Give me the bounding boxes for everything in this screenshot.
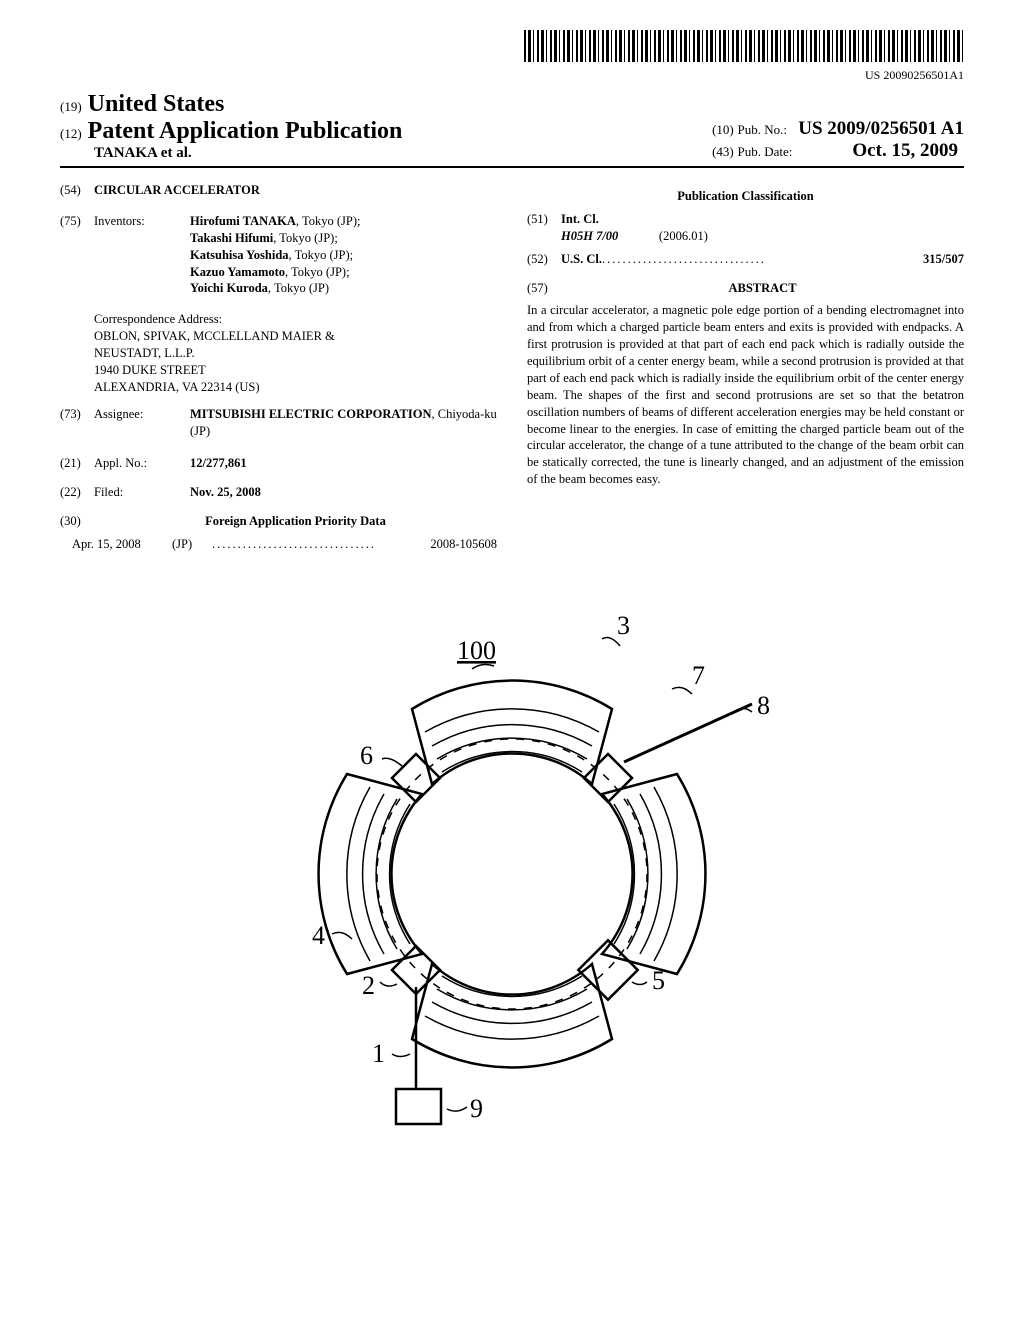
right-column: Publication Classification (51) Int. Cl.… [527,182,964,559]
assignee-name: MITSUBISHI ELECTRIC CORPORATION [190,407,431,421]
inventor-loc: , Tokyo (JP); [289,248,354,262]
foreign-date: Apr. 15, 2008 [72,536,172,553]
appl-label: Appl. No.: [94,455,190,472]
inventor-loc: , Tokyo (JP); [285,265,350,279]
left-column: (54) CIRCULAR ACCELERATOR (75) Inventors… [60,182,497,559]
fig-label-1: 1 [372,1039,385,1068]
corr-line: 1940 DUKE STREET [94,362,497,379]
foreign-title: Foreign Application Priority Data [205,514,386,528]
fig-label-4: 4 [312,921,325,950]
header: (19) United States (12) Patent Applicati… [60,91,964,162]
dotfill [212,536,430,553]
country: United States [88,91,225,117]
prefix-19: (19) [60,99,82,114]
uscl-label: U.S. Cl. [561,251,602,268]
title-num: (54) [60,182,94,199]
prefix-43: (43) [712,144,734,159]
pubno-label: Pub. No.: [738,122,787,137]
doctype: Patent Application Publication [88,118,403,144]
appl-num: (21) [60,455,94,472]
uscl-num: (52) [527,251,561,268]
filed-val: Nov. 25, 2008 [190,485,261,499]
intcl-year: (2006.01) [659,229,708,243]
header-authors: TANAKA et al. [94,145,402,162]
pubdate-label: Pub. Date: [738,144,793,159]
abstract-num: (57) [527,280,561,297]
fig-label-100: 100 [457,636,496,665]
header-rule [60,166,964,168]
inventor-name: Kazuo Yamamoto [190,265,285,279]
pubno: US 2009/0256501 A1 [798,118,964,139]
filed-label: Filed: [94,484,190,501]
fig-label-8: 8 [757,691,770,720]
filed-num: (22) [60,484,94,501]
inventor-name: Hirofumi TANAKA [190,214,296,228]
corr-line: NEUSTADT, L.L.P. [94,345,497,362]
assignee-label: Assignee: [94,406,190,440]
inventor-name: Yoichi Kuroda [190,281,268,295]
abstract-text: In a circular accelerator, a magnetic po… [527,302,964,488]
foreign-country: (JP) [172,536,212,553]
foreign-num: (30) [60,513,94,530]
fig-label-6: 6 [360,741,373,770]
barcode [524,30,964,62]
inventor-loc: , Tokyo (JP); [296,214,361,228]
fig-label-3: 3 [617,611,630,640]
fig-label-7: 7 [692,661,705,690]
corr-line: ALEXANDRIA, VA 22314 (US) [94,379,497,396]
invention-title: CIRCULAR ACCELERATOR [94,183,260,197]
pubdate: Oct. 15, 2009 [852,140,958,161]
prefix-12: (12) [60,126,82,141]
foreign-appno: 2008-105608 [430,536,497,553]
dotfill [602,251,923,268]
inventors-label: Inventors: [94,213,190,297]
fig-label-2: 2 [362,971,375,1000]
patent-figure-svg: 100 3 7 8 6 4 5 2 1 9 [232,584,792,1144]
abstract-label: ABSTRACT [728,281,796,295]
corr-line: OBLON, SPIVAK, MCCLELLAND MAIER & [94,328,497,345]
inventor-loc: , Tokyo (JP) [268,281,329,295]
uscl-val: 315/507 [923,251,964,268]
inventors-num: (75) [60,213,94,297]
pubclass-title: Publication Classification [527,188,964,205]
fig-label-5: 5 [652,966,665,995]
prefix-10: (10) [712,122,734,137]
correspondence: Correspondence Address: OBLON, SPIVAK, M… [94,311,497,395]
intcl-num: (51) [527,211,561,245]
assignee-num: (73) [60,406,94,440]
intcl-code: H05H 7/00 [561,229,618,243]
barcode-text: US 20090256501A1 [60,68,964,83]
inventor-name: Katsuhisa Yoshida [190,248,289,262]
appl-val: 12/277,861 [190,456,247,470]
inventor-loc: , Tokyo (JP); [273,231,338,245]
barcode-block: US 20090256501A1 [60,30,964,83]
corr-label: Correspondence Address: [94,311,497,328]
figure: 100 3 7 8 6 4 5 2 1 9 [60,584,964,1148]
fig-label-9: 9 [470,1094,483,1123]
intcl-label: Int. Cl. [561,212,599,226]
inventor-name: Takashi Hifumi [190,231,273,245]
inventors-list: Hirofumi TANAKA, Tokyo (JP); Takashi Hif… [190,213,497,297]
